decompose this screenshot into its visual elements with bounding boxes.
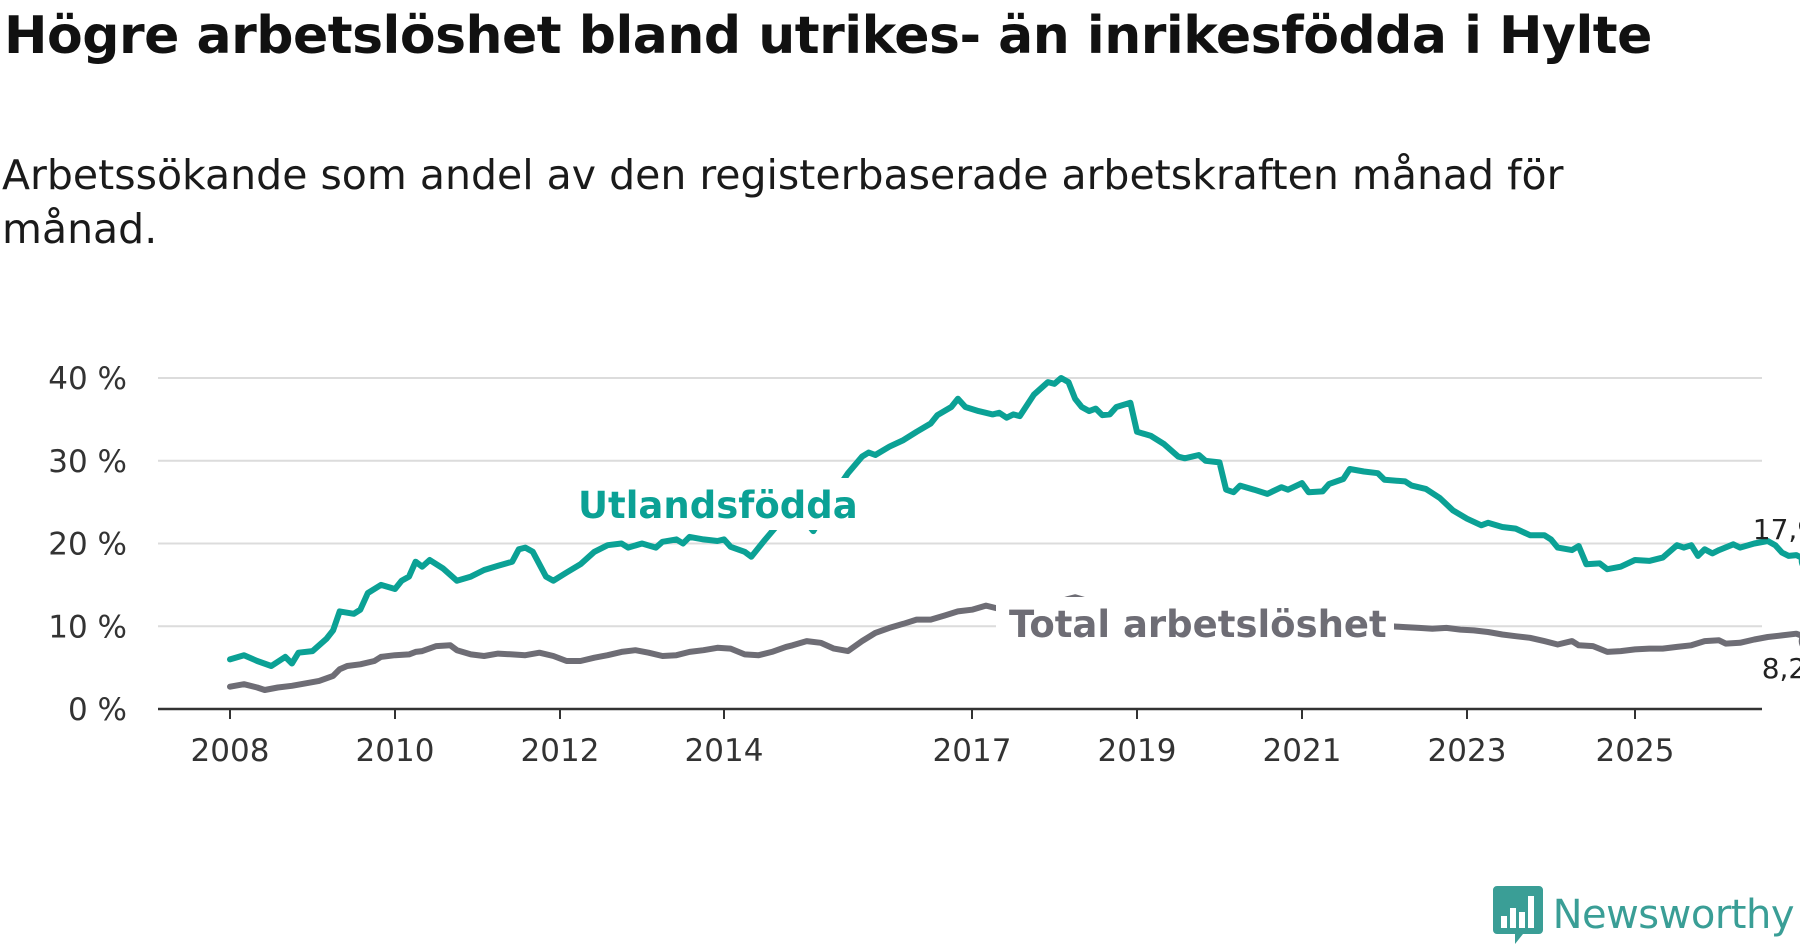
y-tick-label: 40 % <box>48 361 127 397</box>
series-labels: 17,9 % 8,2 % Utlandsfödda Total arbetslöshe… <box>574 478 1800 685</box>
x-axis: 2008 2010 2012 2014 2017 2019 2021 2023 2025 <box>158 707 1762 769</box>
newsworthy-logo: Newsworthy <box>1492 886 1795 944</box>
label-halo <box>996 597 1394 649</box>
y-tick-label: 30 % <box>48 444 127 480</box>
chart-title: Högre arbetslöshet bland utrikes- än inr… <box>4 6 1652 66</box>
x-tick-label: 2019 <box>1098 733 1177 769</box>
y-tick-label: 20 % <box>48 527 127 563</box>
series-label-total: Total arbetslöshet <box>1009 603 1387 646</box>
x-tick-label: 2014 <box>685 733 764 769</box>
y-tick-label: 0 % <box>68 692 127 728</box>
x-tick-label: 2010 <box>356 733 435 769</box>
brand-name: Newsworthy <box>1552 892 1795 938</box>
end-value-label: 17,9 % <box>1753 513 1800 546</box>
label-halo <box>574 478 864 530</box>
x-tick-label: 2025 <box>1596 733 1675 769</box>
series-line-utlandsfodda <box>227 375 1800 669</box>
x-tick-label: 2017 <box>933 733 1012 769</box>
end-value-label: 8,2 % <box>1762 652 1800 685</box>
x-tick-label: 2023 <box>1428 733 1507 769</box>
series-label-utlandsfodda: Utlandsfödda <box>578 484 858 527</box>
bar-chart-bubble-icon <box>1492 886 1543 944</box>
y-axis-tick-labels: 0 % 10 % 20 % 30 % 40 % <box>48 361 127 728</box>
x-tick-label: 2012 <box>521 733 600 769</box>
y-gridlines <box>158 377 1762 628</box>
x-tick-label: 2008 <box>191 733 270 769</box>
chart-subtitle: Arbetssökande som andel av den registerb… <box>2 151 1564 253</box>
x-tick-label: 2021 <box>1263 733 1342 769</box>
y-tick-label: 10 % <box>48 609 127 645</box>
